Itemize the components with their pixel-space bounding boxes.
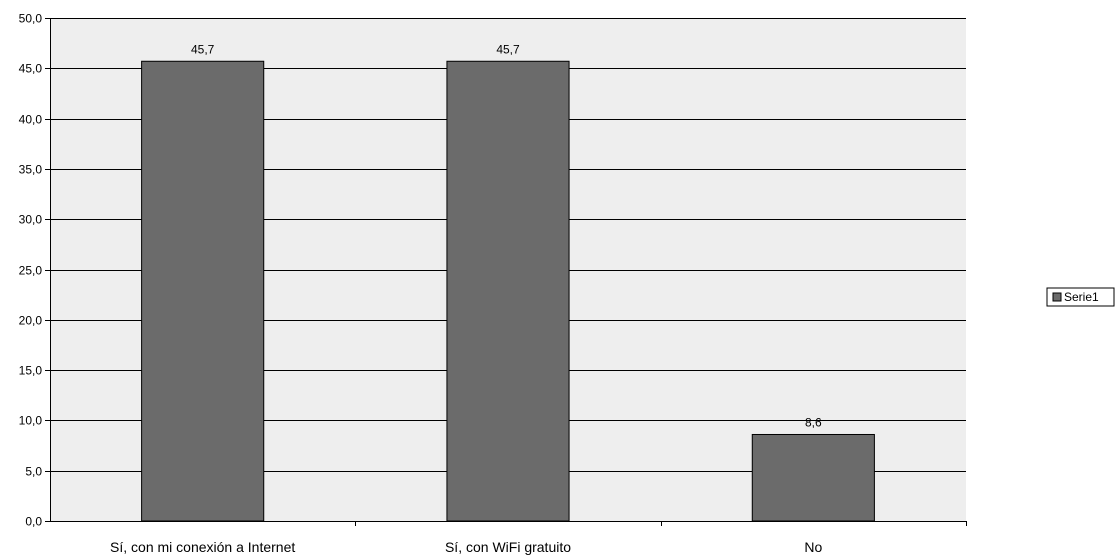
legend-box xyxy=(1046,287,1115,307)
y-tick-label: 10,0 xyxy=(19,414,43,428)
y-tick-label: 30,0 xyxy=(19,213,43,227)
y-tick-label: 5,0 xyxy=(25,465,42,479)
data-label: 45,7 xyxy=(496,42,520,56)
axes: 0,0 5,0 10,0 15,0 20,0 25,0 30,0 35,0 40,0 45,0 50… xyxy=(19,12,967,555)
data-label: 45,7 xyxy=(191,42,215,56)
y-tick-label: 45,0 xyxy=(19,62,43,76)
y-tick-label: 0,0 xyxy=(25,515,42,529)
legend-label: Serie1 xyxy=(1064,290,1099,304)
bar xyxy=(751,433,875,522)
bars xyxy=(141,60,875,522)
x-tick-label: Sí, con WiFi gratuito xyxy=(445,539,571,555)
y-tick-label: 40,0 xyxy=(19,113,43,127)
y-tick-label: 50,0 xyxy=(19,12,43,26)
y-tick-label: 20,0 xyxy=(19,314,43,328)
data-labels: 45,7 45,7 8,6 xyxy=(191,42,822,429)
bar xyxy=(446,60,570,522)
y-tick-label: 15,0 xyxy=(19,364,43,378)
bar xyxy=(141,60,265,522)
data-label: 8,6 xyxy=(805,415,822,429)
y-tick-label: 25,0 xyxy=(19,264,43,278)
x-tick-label: Sí, con mi conexión a Internet xyxy=(110,539,295,555)
legend-swatch xyxy=(1052,292,1062,302)
legend: Serie1 xyxy=(1046,287,1115,307)
y-tick-label: 35,0 xyxy=(19,163,43,177)
x-tick-label: No xyxy=(804,539,822,555)
